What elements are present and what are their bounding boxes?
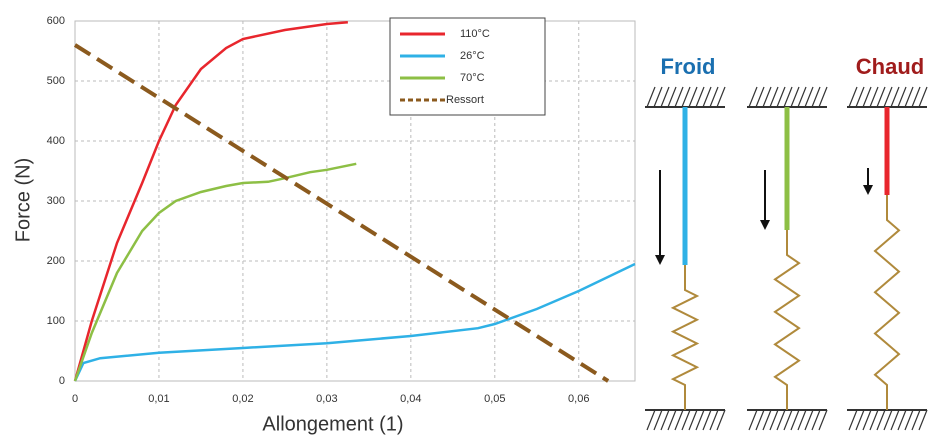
x-tick-label: 0,03 (316, 393, 337, 405)
series-line (75, 22, 348, 381)
hatch (819, 87, 827, 107)
hatch (661, 87, 669, 107)
y-axis-label: Force (N) (12, 158, 34, 242)
y-tick-label: 0 (59, 375, 65, 387)
hatch (756, 87, 764, 107)
hatch (849, 410, 857, 430)
x-tick-label: 0,02 (232, 393, 253, 405)
figure: Force (N) Allongement (1) Froid Chaud 0 1… (0, 0, 937, 439)
hatch (770, 410, 778, 430)
y-tick-label: 300 (47, 195, 65, 207)
hatch (763, 87, 771, 107)
x-tick-label: 0,01 (148, 393, 169, 405)
legend-label: 70°C (460, 72, 485, 84)
hatch (777, 410, 785, 430)
hatch (749, 410, 757, 430)
hatch (919, 410, 927, 430)
hatch (849, 87, 857, 107)
hatch (884, 410, 892, 430)
hatch (791, 87, 799, 107)
hatch (912, 410, 920, 430)
spring (875, 195, 899, 410)
hatch (798, 87, 806, 107)
hatch (647, 87, 655, 107)
hatch (710, 410, 718, 430)
hatch (898, 410, 906, 430)
hatch (717, 87, 725, 107)
hatch (919, 87, 927, 107)
hatch (689, 410, 697, 430)
hatch (884, 87, 892, 107)
hatch (805, 410, 813, 430)
hatch (682, 410, 690, 430)
y-tick-label: 600 (47, 15, 65, 27)
hatch (763, 410, 771, 430)
hatch (870, 410, 878, 430)
hatch (898, 87, 906, 107)
hatch (798, 410, 806, 430)
hatch (905, 87, 913, 107)
arrow-head (760, 220, 770, 230)
y-tick-label: 200 (47, 255, 65, 267)
hatch (710, 87, 718, 107)
hatch (654, 87, 662, 107)
legend-label: 26°C (460, 50, 485, 62)
spring (673, 265, 697, 410)
hatch (791, 410, 799, 430)
x-tick-label: 0,04 (400, 393, 421, 405)
hatch (784, 410, 792, 430)
hatch (668, 410, 676, 430)
hatch (856, 410, 864, 430)
arrow-head (863, 185, 873, 195)
hatch (661, 410, 669, 430)
hatch (877, 410, 885, 430)
x-tick-label: 0,06 (568, 393, 589, 405)
hot-label: Chaud (856, 54, 924, 79)
hatch (812, 410, 820, 430)
hatch (905, 410, 913, 430)
hatch (812, 87, 820, 107)
hatch (891, 87, 899, 107)
hatch (717, 410, 725, 430)
x-axis-label: Allongement (1) (262, 413, 403, 435)
hatch (777, 87, 785, 107)
hatch (689, 87, 697, 107)
hatch (647, 410, 655, 430)
hatch (682, 87, 690, 107)
hatch (668, 87, 676, 107)
legend-label: 110°C (460, 28, 490, 40)
hatch (891, 410, 899, 430)
hatch (784, 87, 792, 107)
hatch (675, 410, 683, 430)
cold-label: Froid (661, 54, 716, 79)
legend-label: Ressort (446, 94, 484, 106)
hatch (863, 87, 871, 107)
y-tick-label: 500 (47, 75, 65, 87)
hatch (654, 410, 662, 430)
hatch (749, 87, 757, 107)
hatch (696, 87, 704, 107)
x-tick-label: 0,05 (484, 393, 505, 405)
hatch (877, 87, 885, 107)
hatch (856, 87, 864, 107)
y-tick-label: 100 (47, 315, 65, 327)
hatch (703, 87, 711, 107)
hatch (703, 410, 711, 430)
hatch (819, 410, 827, 430)
y-tick-label: 400 (47, 135, 65, 147)
hatch (863, 410, 871, 430)
arrow-head (655, 255, 665, 265)
hatch (756, 410, 764, 430)
hatch (770, 87, 778, 107)
hatch (912, 87, 920, 107)
hatch (870, 87, 878, 107)
hatch (675, 87, 683, 107)
x-tick-label: 0 (72, 393, 78, 405)
hatch (805, 87, 813, 107)
hatch (696, 410, 704, 430)
spring (775, 230, 799, 410)
